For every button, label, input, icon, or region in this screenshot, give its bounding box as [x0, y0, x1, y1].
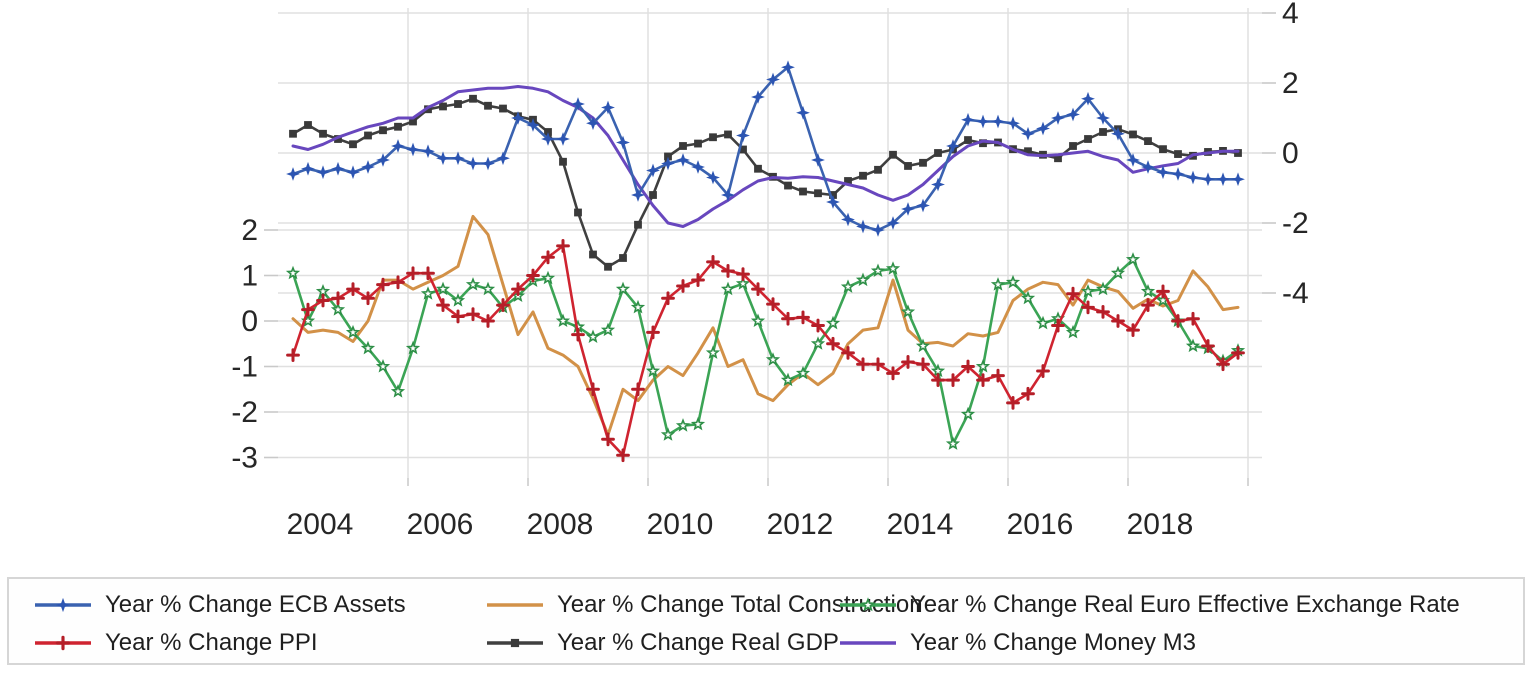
legend-item-year-change-money-m3: Year % Change Money M3: [839, 628, 1196, 658]
right-axis-tick-label: -2: [1282, 207, 1309, 240]
x-axis-tick-label: 2018: [1127, 508, 1194, 541]
right-axis-tick-label: 0: [1282, 137, 1299, 170]
series-year-change-ppi: [286, 239, 1245, 463]
right-axis-tick-label: -4: [1282, 277, 1309, 310]
x-axis-tick-label: 2006: [407, 508, 474, 541]
chart-canvas: 2 1 0 -1 -2 -3 4 2 0 -2 -4 2004 2006 2008 2010 2012 2014…: [231, 0, 1309, 541]
series-markers-year-change-real-euro-effective-exchange-rate: [285, 252, 1246, 450]
gridlines: [278, 8, 1262, 478]
left-axis-tick-label: -1: [231, 351, 258, 384]
series-year-change-total-construction: [291, 214, 1240, 437]
left-axis-tick-label: 0: [241, 305, 258, 338]
legend-item-year-change-ecb-assets: Year % Change ECB Assets: [34, 590, 406, 620]
right-axis-tick-label: 2: [1282, 67, 1299, 100]
legend-item-year-change-real-euro-effective-exchange-rate: Year % Change Real Euro Effective Exchan…: [839, 590, 1460, 620]
chart-legend: Year % Change ECB Assets Year % Change To…: [7, 577, 1525, 665]
x-axis-tick-label: 2014: [887, 508, 954, 541]
left-axis-tick-label: 2: [241, 214, 258, 247]
legend-marker-year-change-total-construction-icon: [487, 603, 543, 607]
legend-marker-year-change-money-m3-icon: [840, 641, 896, 645]
x-axis-tick-label: 2016: [1007, 508, 1074, 541]
series-line-year-change-real-gdp: [291, 97, 1240, 269]
x-axis-tick-label: 2004: [287, 508, 354, 541]
legend-label: Year % Change PPI: [105, 629, 318, 656]
series-line-year-change-total-construction: [291, 214, 1240, 437]
series-markers-year-change-ecb-assets: [286, 60, 1245, 237]
x-axis-tick-label: 2010: [647, 508, 714, 541]
series-year-change-real-euro-effective-exchange-rate: [285, 252, 1246, 450]
series-line-year-change-ecb-assets: [291, 66, 1240, 232]
series-markers-year-change-ppi: [286, 239, 1245, 463]
series-year-change-ecb-assets: [286, 60, 1245, 237]
legend-marker-year-change-real-euro-effective-exchange-rate-icon: [840, 597, 896, 612]
left-axis-tick-label: -3: [231, 442, 258, 475]
legend-item-year-change-total-construction: Year % Change Total Construction: [486, 590, 923, 620]
series-line-year-change-real-euro-effective-exchange-rate: [291, 258, 1240, 446]
series-markers-year-change-real-gdp: [289, 94, 1242, 271]
legend-label: Year % Change Money M3: [910, 629, 1196, 656]
legend-marker-year-change-ecb-assets-icon: [35, 597, 91, 613]
x-axis-tick-label: 2012: [767, 508, 834, 541]
legend-item-year-change-ppi: Year % Change PPI: [34, 628, 318, 658]
legend-label: Year % Change Real GDP: [557, 629, 839, 656]
legend-marker-year-change-ppi-icon: [35, 635, 91, 651]
axis-ticks: [264, 12, 1276, 486]
x-axis-tick-label: 2008: [527, 508, 594, 541]
right-axis-tick-label: 4: [1282, 0, 1299, 30]
legend-label: Year % Change Real Euro Effective Exchan…: [910, 591, 1460, 618]
series-year-change-money-m3: [291, 85, 1240, 228]
series-year-change-real-gdp: [289, 94, 1242, 271]
left-axis-tick-label: 1: [241, 260, 258, 293]
legend-marker-year-change-real-gdp-icon: [487, 638, 543, 648]
series-line-year-change-ppi: [291, 244, 1240, 457]
legend-item-year-change-real-gdp: Year % Change Real GDP: [486, 628, 839, 658]
legend-label: Year % Change ECB Assets: [105, 591, 406, 618]
left-axis-tick-label: -2: [231, 396, 258, 429]
series-line-year-change-money-m3: [291, 85, 1240, 228]
